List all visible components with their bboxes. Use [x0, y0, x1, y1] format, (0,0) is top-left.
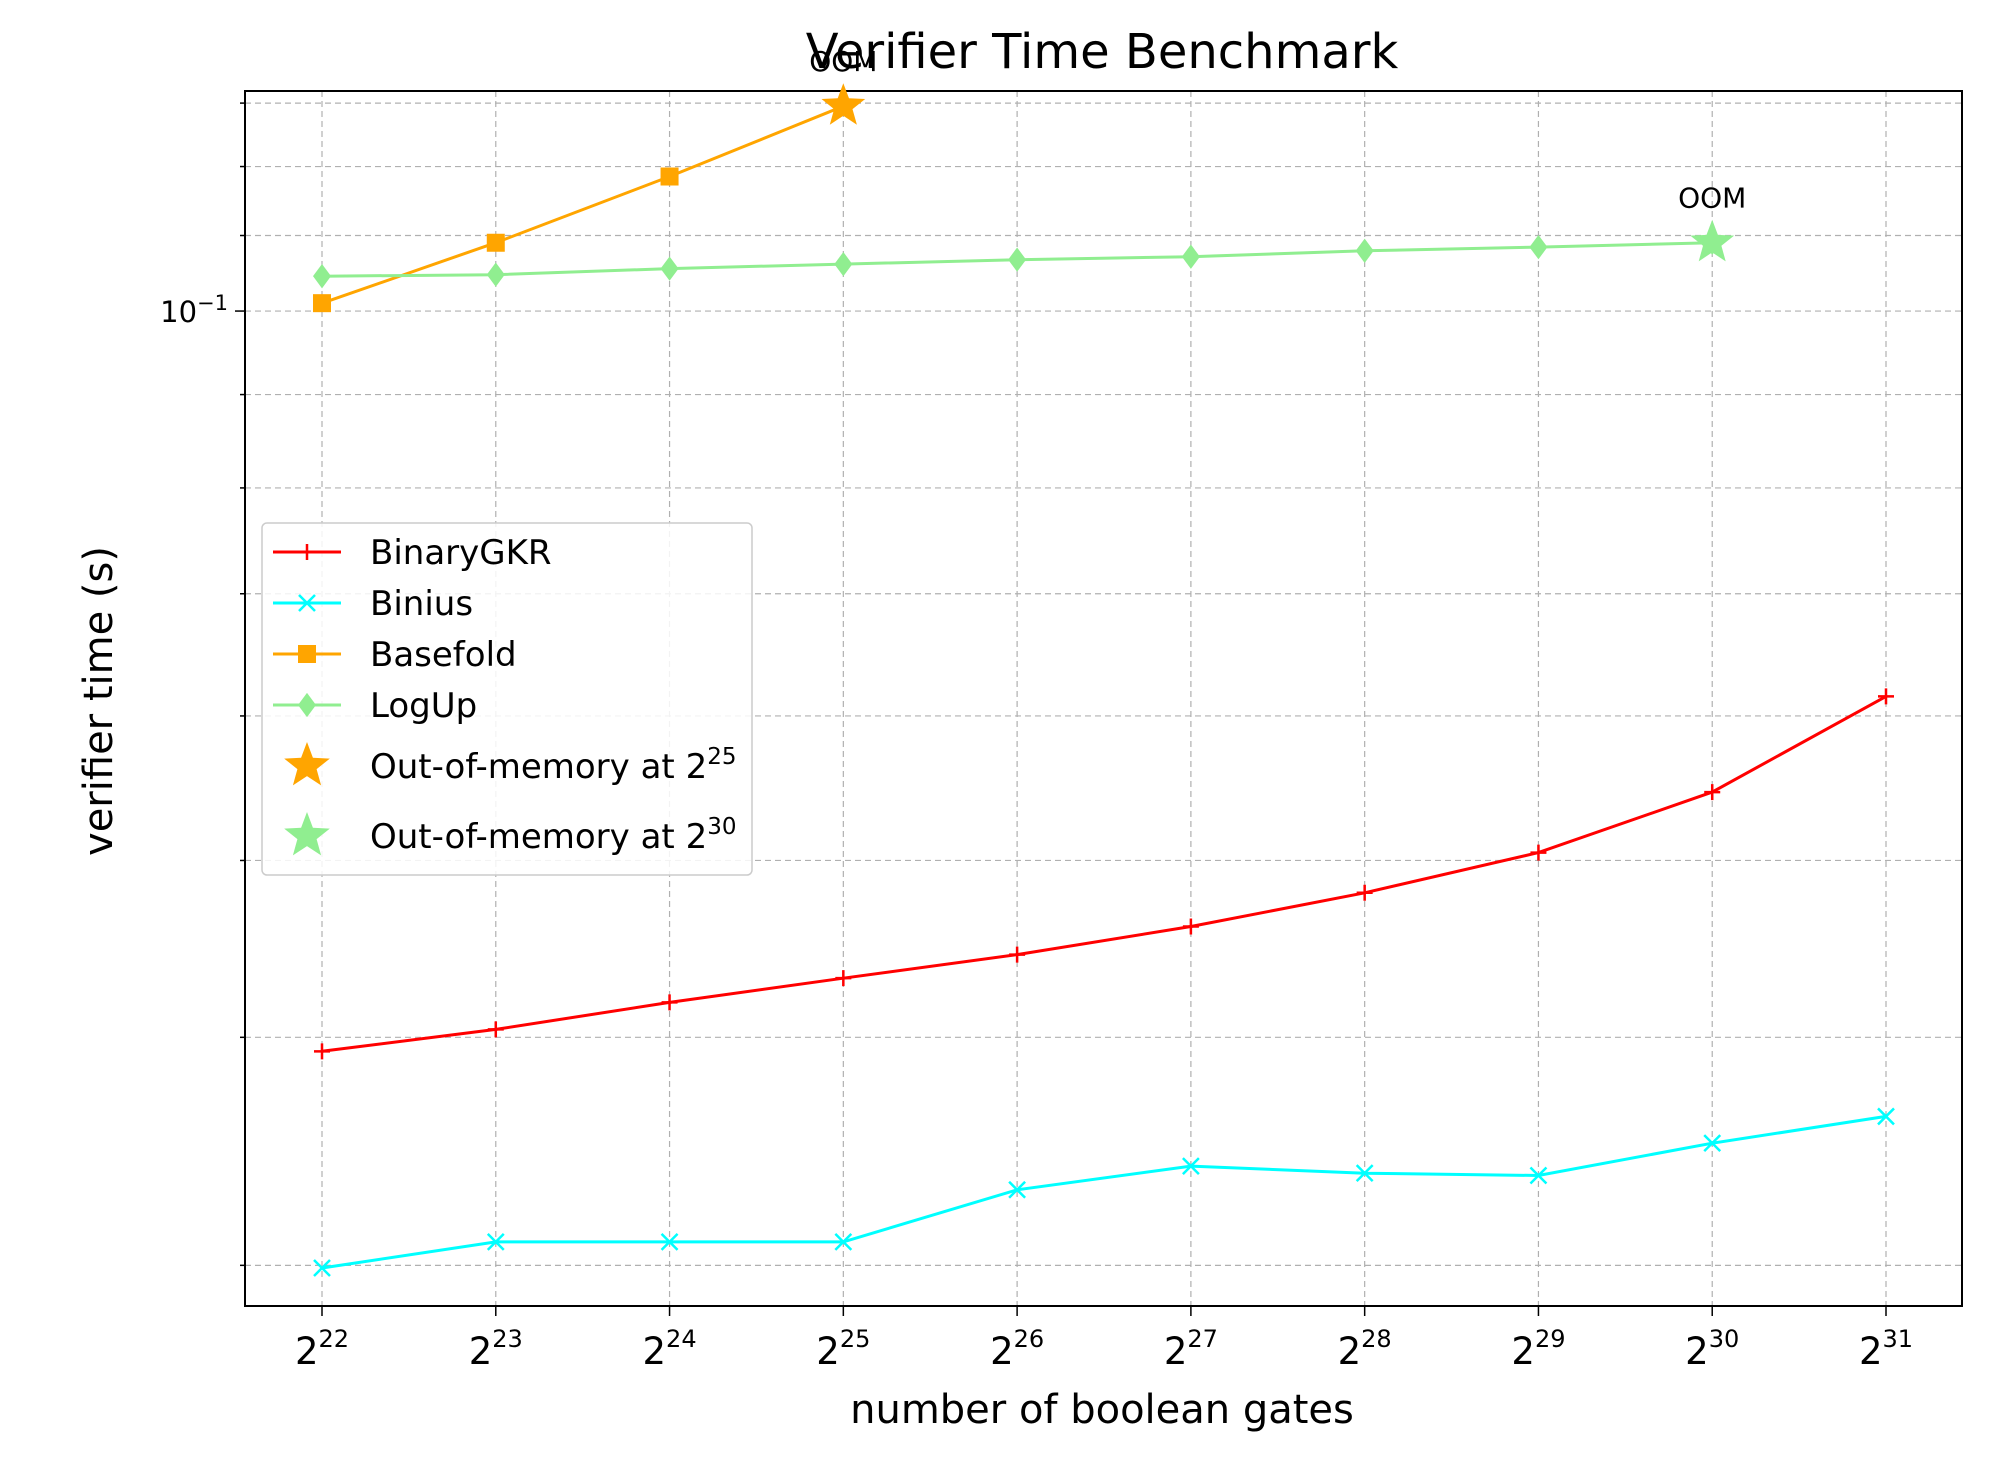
oom-star: [1690, 219, 1735, 262]
legend-box: [261, 522, 753, 876]
x-axis-label: number of boolean gates: [850, 1387, 1354, 1433]
legend-label: Binius: [370, 584, 473, 624]
oom-star: [821, 83, 866, 125]
legend-label: BinaryGKR: [370, 533, 552, 573]
legend-item: BinaryGKR: [273, 533, 552, 573]
data-point: [1704, 784, 1721, 801]
data-point: [660, 256, 679, 281]
legend-label: Out-of-memory at 225: [370, 744, 736, 787]
x-tick-label: 223: [469, 1325, 523, 1373]
data-point: [1356, 884, 1373, 901]
data-point: [313, 294, 331, 313]
x-tick-label: 228: [1338, 1325, 1392, 1373]
legend-marker: [299, 544, 315, 560]
legend-marker: [298, 692, 316, 718]
chart-title: Verifier Time Benchmark: [806, 24, 1399, 80]
data-point: [313, 264, 331, 289]
series-line: [321, 695, 1887, 1053]
legend-item: Out-of-memory at 225: [284, 742, 736, 787]
data-point: [486, 262, 505, 287]
data-point: [1530, 844, 1547, 861]
oom-label: OOM: [1678, 182, 1746, 215]
data-point: [1182, 1157, 1200, 1176]
series-layer: [313, 104, 1895, 1277]
plot-frame: [244, 90, 1963, 1307]
data-point: [1355, 238, 1374, 263]
data-point: [661, 994, 678, 1011]
data-point: [487, 1021, 504, 1038]
data-point: [1529, 234, 1548, 260]
series-line: [321, 1114, 1887, 1270]
data-point: [1529, 1166, 1548, 1185]
x-tick-label: 231: [1859, 1325, 1913, 1373]
x-tick-label: 224: [643, 1325, 697, 1373]
data-point: [486, 1233, 505, 1251]
legend-label: Basefold: [370, 635, 517, 675]
x-tick-label: 222: [295, 1325, 349, 1373]
series-logup: [313, 230, 1722, 289]
x-tick-label: 225: [816, 1325, 870, 1373]
data-point: [314, 1043, 330, 1060]
legend-item: LogUp: [273, 686, 477, 726]
data-point: [486, 233, 505, 252]
y-tick-label: 10−1: [160, 291, 228, 329]
legend-star-icon: [284, 812, 330, 856]
data-point: [835, 970, 852, 987]
data-point: [313, 1259, 331, 1277]
series-binius: [313, 1107, 1895, 1277]
legend-item: Binius: [273, 584, 473, 624]
x-tick-label: 230: [1685, 1325, 1739, 1373]
series-line: [321, 104, 844, 305]
data-point: [660, 1233, 679, 1251]
legend-label: Out-of-memory at 230: [370, 814, 736, 857]
data-point: [834, 251, 853, 277]
data-point: [834, 1233, 853, 1251]
legend: BinaryGKR Binius Basefold LogUp Out-of-memor…: [261, 522, 753, 876]
legend-star-icon: [284, 742, 330, 786]
x-tick-label: 226: [990, 1325, 1044, 1373]
data-point: [1355, 1164, 1374, 1183]
legend-item: Out-of-memory at 230: [284, 812, 736, 857]
series-binarygkr: [314, 688, 1894, 1060]
y-axis-label: verifier time (s): [76, 546, 122, 856]
data-point: [1008, 247, 1027, 272]
grid: [245, 91, 1962, 1306]
legend-marker: [298, 594, 316, 612]
data-point: [1181, 244, 1200, 269]
data-point: [1878, 688, 1894, 705]
oom-label: OOM: [809, 45, 877, 78]
data-point: [1009, 946, 1026, 963]
legend-marker: [298, 645, 316, 663]
series-basefold: [313, 104, 844, 313]
data-point: [1008, 1180, 1026, 1199]
x-tick-label: 229: [1511, 1325, 1565, 1373]
plot-border: [244, 90, 1963, 1307]
data-point: [1703, 1134, 1722, 1153]
data-point: [1877, 1107, 1895, 1126]
legend-label: LogUp: [370, 686, 477, 726]
data-point: [660, 167, 679, 186]
x-tick-label: 227: [1164, 1325, 1218, 1373]
annotation-layer: OOM OOM: [809, 45, 1746, 262]
legend-item: Basefold: [273, 635, 517, 675]
data-point: [1182, 918, 1199, 935]
tick-layer: 222 223 224 225 226 227 228 229 230 231 10−1: [160, 102, 1913, 1373]
